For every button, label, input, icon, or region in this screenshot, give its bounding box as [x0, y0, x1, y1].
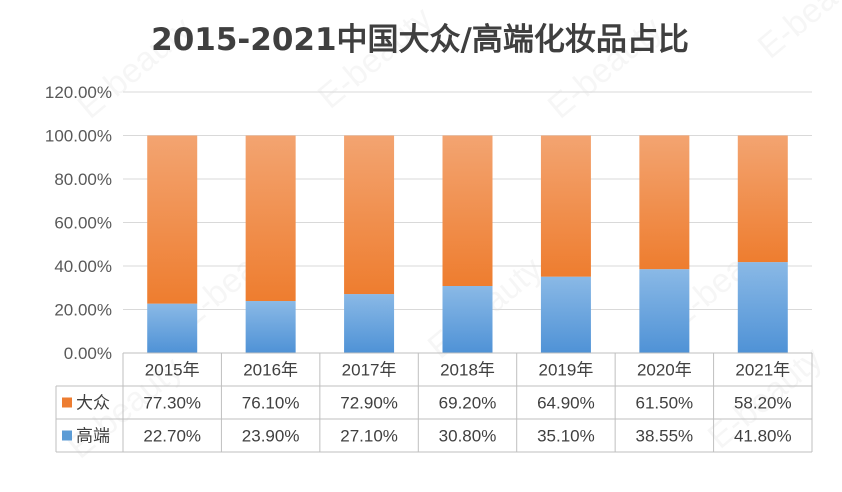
y-tick-label: 60.00% [54, 214, 112, 233]
bar-segment-mass [147, 135, 198, 304]
data-table-value: 35.10% [537, 427, 595, 446]
bar-segment-premium [344, 294, 395, 353]
category-label: 2018年 [440, 361, 495, 380]
y-tick-label: 20.00% [54, 301, 112, 320]
bar-segment-mass [639, 135, 690, 270]
category-label: 2021年 [735, 361, 790, 380]
legend-key-mass [62, 397, 72, 408]
bars [147, 135, 788, 353]
y-tick-label: 0.00% [64, 344, 112, 363]
legend-label-mass: 大众 [76, 394, 110, 414]
watermark-text: E-beauty [751, 0, 842, 66]
chart-title: 2015-2021中国大众/高端化妆品占比 [151, 22, 689, 58]
y-tick-label: 120.00% [45, 83, 112, 102]
bar-segment-premium [442, 286, 493, 353]
bar-segment-premium [540, 276, 591, 353]
bar-segment-mass [737, 135, 788, 263]
bar-segment-mass [540, 135, 591, 277]
y-tick-label: 80.00% [54, 170, 112, 189]
data-table-value: 69.20% [439, 394, 497, 413]
category-label: 2019年 [539, 361, 594, 380]
data-table-value: 64.90% [537, 394, 595, 413]
data-table-value: 61.50% [636, 394, 694, 413]
bar-segment-mass [245, 135, 296, 302]
bar-segment-premium [639, 269, 690, 353]
data-table-value: 38.55% [636, 427, 694, 446]
legend-label-premium: 高端 [76, 427, 110, 447]
data-table-value: 41.80% [734, 427, 792, 446]
data-table-value: 76.10% [242, 394, 300, 413]
data-table-value: 27.10% [340, 427, 398, 446]
bar-segment-premium [245, 301, 296, 353]
bar-segment-mass [442, 135, 493, 287]
data-table-value: 72.90% [340, 394, 398, 413]
y-tick-label: 100.00% [45, 127, 112, 146]
bar-segment-premium [147, 303, 198, 353]
watermark-text: E-beauty [311, 0, 440, 116]
data-table-value: 22.70% [143, 427, 201, 446]
data-table-value: 77.30% [143, 394, 201, 413]
y-tick-label: 40.00% [54, 257, 112, 276]
category-label: 2016年 [243, 361, 298, 380]
category-label: 2020年 [637, 361, 692, 380]
legend-key-premium [62, 430, 72, 441]
data-table-value: 58.20% [734, 394, 792, 413]
category-label: 2015年 [145, 361, 200, 380]
y-axis-tick-labels: 0.00% 20.00% 40.00% 60.00% 80.00% 100.00% 120.… [45, 83, 112, 363]
data-table-value: 30.80% [439, 427, 497, 446]
data-table-value: 23.90% [242, 427, 300, 446]
bar-segment-mass [344, 135, 395, 295]
category-label: 2017年 [342, 361, 397, 380]
bar-segment-premium [737, 262, 788, 353]
